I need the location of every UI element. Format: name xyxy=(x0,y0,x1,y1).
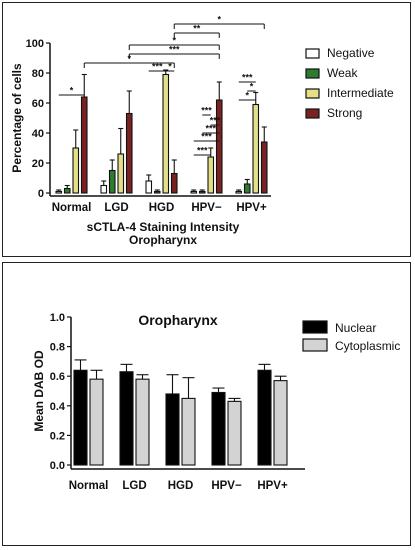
x-tick-label: HPV+ xyxy=(236,202,267,214)
x-tick-label: HPV− xyxy=(211,480,242,492)
bar-HPV−-Intermediate xyxy=(207,156,215,194)
legend-swatch-Cytoplasmic xyxy=(302,338,328,352)
legend-label: Intermediate xyxy=(327,86,394,100)
x-tick-label: LGD xyxy=(122,480,146,492)
significance-label: *** xyxy=(201,106,212,116)
chart-title: Oropharynx xyxy=(138,312,218,328)
significance-label: * xyxy=(70,86,74,96)
bar-Normal-Strong xyxy=(80,96,88,194)
x-axis-label: Oropharynx xyxy=(129,233,197,247)
bar-HGD-Negative xyxy=(145,180,153,194)
bar-HPV+-Weak xyxy=(243,183,251,194)
x-tick-label: Normal xyxy=(69,480,109,492)
y-tick-label: 40 xyxy=(32,128,44,140)
bar-HPV+-Nuclear xyxy=(257,369,272,466)
legend-label: Weak xyxy=(327,66,358,80)
y-tick-label: 100 xyxy=(26,38,44,50)
bar-LGD-Nuclear xyxy=(119,371,134,466)
legend-label: Strong xyxy=(327,106,362,120)
significance-label: *** xyxy=(205,124,216,134)
legend-label: Nuclear xyxy=(335,321,376,335)
significance-label: *** xyxy=(242,73,253,83)
significance-label: * xyxy=(245,91,249,101)
x-axis-label: sCTLA-4 Staining Intensity xyxy=(87,220,240,234)
bar-Normal-Negative xyxy=(55,190,63,194)
y-tick-label: 0.0 xyxy=(50,460,65,472)
significance-label: * xyxy=(250,82,254,92)
y-axis-label: Percentage of cells xyxy=(10,63,24,173)
bar-Normal-Nuclear xyxy=(73,369,88,466)
legend-swatch-Strong xyxy=(305,108,320,119)
legend-swatch-Negative xyxy=(305,48,320,59)
significance-label: *** xyxy=(210,116,221,126)
significance-bracket-label: * xyxy=(172,36,176,46)
bar-LGD-Weak xyxy=(108,169,116,194)
significance-label: *** xyxy=(152,62,163,72)
panel-staining-intensity: 0 20 40 60 80 100 Normal LGD HGD HPV− HPV+ Percenta… xyxy=(2,2,411,257)
bar-HGD-Cytoplasmic xyxy=(181,397,196,466)
significance-bracket-label: *** xyxy=(169,45,180,55)
bar-HPV−-Negative xyxy=(190,190,198,194)
y-tick-label: 0.8 xyxy=(50,342,65,354)
bar-Normal-Weak xyxy=(63,187,71,194)
bar-LGD-Cytoplasmic xyxy=(135,378,150,466)
y-tick-label: 0.2 xyxy=(50,430,65,442)
bar-HGD-Nuclear xyxy=(165,393,180,466)
bar-HPV+-Strong xyxy=(260,141,268,194)
legend-swatch-Intermediate xyxy=(305,88,320,99)
chart-mean-dab-od: 0.0 0.2 0.4 0.6 0.8 1.0 Normal LGD HGD HPV− HPV+ Me… xyxy=(32,312,400,492)
x-tick-label: HGD xyxy=(149,202,175,214)
y-tick-label: 20 xyxy=(32,158,44,170)
y-tick-label: 60 xyxy=(32,98,44,110)
x-tick-label: Normal xyxy=(52,202,92,214)
bar-Normal-Cytoplasmic xyxy=(89,378,104,466)
bar-HGD-Weak xyxy=(153,190,161,194)
bar-HPV−-Weak xyxy=(198,190,206,194)
y-axis-label: Mean DAB OD xyxy=(32,350,46,432)
significance-label: *** xyxy=(201,132,212,142)
bar-Normal-Intermediate xyxy=(72,147,80,194)
bar-HPV−-Cytoplasmic xyxy=(227,400,242,466)
x-tick-label: LGD xyxy=(104,202,128,214)
x-tick-label: HGD xyxy=(168,480,194,492)
bar-HPV+-Cytoplasmic xyxy=(273,380,288,466)
bar-LGD-Negative xyxy=(100,184,108,194)
significance-label: *** xyxy=(197,146,208,156)
y-tick-label: 0.4 xyxy=(50,401,66,413)
bar-HPV+-Intermediate xyxy=(252,103,260,194)
significance-label: * xyxy=(168,62,172,72)
y-tick-label: 0 xyxy=(38,188,44,200)
legend-swatch-Nuclear xyxy=(302,320,328,334)
bar-HPV−-Strong xyxy=(215,99,223,194)
legend-swatch-Weak xyxy=(305,68,320,79)
y-tick-label: 80 xyxy=(32,68,44,80)
significance-bracket-label: * xyxy=(217,15,221,25)
bar-HPV−-Nuclear xyxy=(211,391,226,466)
legend-label: Negative xyxy=(327,46,375,60)
panel-mean-dab-od: 0.0 0.2 0.4 0.6 0.8 1.0 Normal LGD HGD HPV− HPV+ Me… xyxy=(2,262,411,546)
significance-bracket-label: ** xyxy=(193,24,201,34)
bar-HPV+-Negative xyxy=(235,190,243,194)
bar-LGD-Intermediate xyxy=(117,153,125,194)
x-tick-label: HPV− xyxy=(191,202,222,214)
x-tick-label: HPV+ xyxy=(257,480,288,492)
chart-staining-intensity: 0 20 40 60 80 100 Normal LGD HGD HPV− HPV+ Percenta… xyxy=(10,15,394,248)
y-tick-label: 1.0 xyxy=(50,312,65,324)
bar-HGD-Intermediate xyxy=(162,73,170,194)
legend-label: Cytoplasmic xyxy=(335,339,400,353)
y-tick-label: 0.6 xyxy=(50,371,65,383)
bar-HGD-Strong xyxy=(170,172,178,194)
bar-LGD-Strong xyxy=(125,112,133,194)
